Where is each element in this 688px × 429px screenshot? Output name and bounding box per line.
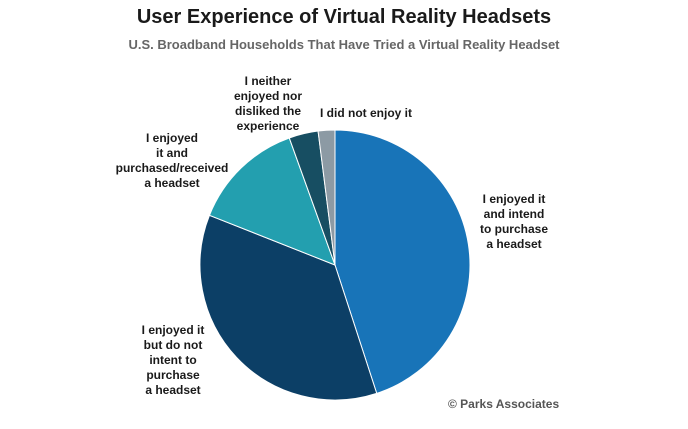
- slice-label-purchased-received: I enjoyed it and purchased/received a he…: [115, 131, 229, 190]
- slice-did-not-enjoy: [317, 129, 336, 266]
- slice-intend-to-purchase: [334, 129, 471, 395]
- slice-label-neither: I neither enjoyed nor disliked the exper…: [233, 74, 302, 133]
- slice-label-not-intend-to-purchase: I enjoyed it but do not intent to purcha…: [141, 323, 205, 397]
- slice-label-did-not-enjoy: I did not enjoy it: [320, 106, 412, 120]
- chart-title: User Experience of Virtual Reality Heads…: [136, 6, 552, 28]
- slice-label-intend-to-purchase: I enjoyed it and intend to purchase a he…: [479, 192, 548, 251]
- slice-purchased-received: [208, 137, 336, 266]
- slice-not-intend-to-purchase: [199, 214, 378, 401]
- chart-subtitle: U.S. Broadband Households That Have Trie…: [128, 37, 560, 52]
- source-credit: © Parks Associates: [448, 397, 560, 411]
